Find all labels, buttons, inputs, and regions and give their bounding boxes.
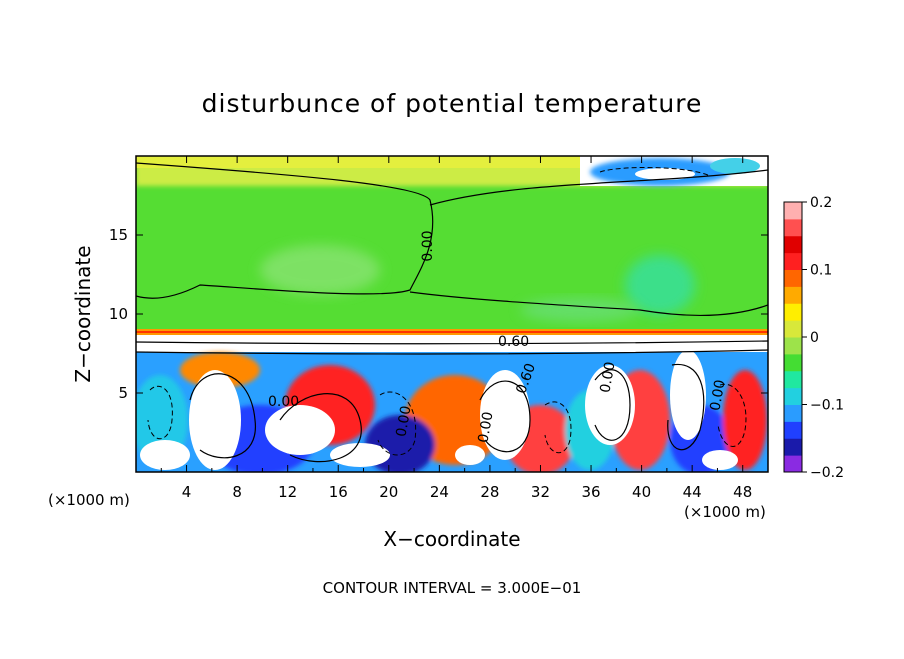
- colorbar-tick-label: 0.1: [810, 263, 832, 279]
- colorbar-swatch: [784, 202, 802, 220]
- x-tick-label: 32: [531, 483, 550, 501]
- chart-title: disturbunce of potential temperature: [202, 89, 703, 118]
- y-axis-ticks: 5 10 15: [109, 226, 768, 402]
- colorbar-swatch: [784, 370, 802, 389]
- colorbar-swatch: [784, 421, 802, 439]
- contour-label: 0.00: [420, 230, 436, 261]
- colorbar-swatch: [784, 320, 802, 338]
- colorbar-ticks: 0.2 0.1 0 −0.1 −0.2: [802, 195, 844, 481]
- colorbar-swatch: [784, 353, 802, 372]
- colorbar-tick-label: 0.2: [810, 195, 832, 211]
- contour-label: 0.00: [393, 405, 414, 438]
- x-tick-label: 16: [329, 483, 348, 501]
- contour-label: 0.00: [707, 379, 728, 412]
- colorbar-swatch: [784, 303, 802, 321]
- x-tick-label: 20: [379, 483, 398, 501]
- y-unit-label: (×1000 m): [684, 503, 766, 521]
- colorbar-swatch: [784, 218, 802, 237]
- y-axis-label: Z−coordinate: [71, 245, 95, 382]
- colorbar-swatch: [784, 337, 802, 355]
- colorbar-swatch: [784, 269, 802, 287]
- x-tick-label: 28: [480, 483, 499, 501]
- x-tick-label: 36: [581, 483, 600, 501]
- x-tick-label: 8: [232, 483, 242, 501]
- colorbar: [783, 201, 803, 473]
- x-tick-label: 24: [430, 483, 449, 501]
- x-unit-label: (×1000 m): [48, 491, 130, 509]
- colorbar-tick-label: −0.1: [810, 398, 844, 414]
- colorbar-swatch: [784, 252, 802, 270]
- x-tick-label: 4: [182, 483, 192, 501]
- colorbar-swatch: [784, 404, 802, 422]
- x-tick-label: 40: [632, 483, 651, 501]
- colorbar-swatch: [784, 455, 802, 473]
- contour-label: 0.60: [498, 334, 529, 350]
- contour-interval-note: CONTOUR INTERVAL = 3.000E−01: [323, 579, 582, 597]
- contour-labels: 0.00 0.00 0.60 0.00 0.60 0.00 0.00 0.00: [268, 230, 729, 444]
- x-tick-label: 48: [733, 483, 752, 501]
- contour-label: 0.00: [597, 361, 618, 394]
- x-axis-label: X−coordinate: [383, 527, 520, 551]
- x-tick-label: 12: [278, 483, 297, 501]
- y-tick-label: 10: [109, 305, 128, 323]
- contour-label: 0.00: [268, 394, 299, 410]
- x-tick-label: 44: [683, 483, 702, 501]
- colorbar-swatch: [784, 387, 802, 405]
- y-tick-label: 15: [109, 226, 128, 244]
- colorbar-swatch: [784, 286, 802, 304]
- colorbar-swatch: [784, 438, 802, 456]
- y-tick-label: 5: [118, 384, 128, 402]
- colorbar-swatch: [784, 235, 802, 254]
- x-axis-ticks: 4 8 12 16 20 24 28 32 36 40 44 48: [160, 156, 752, 501]
- contour-label: 0.00: [475, 411, 496, 444]
- heatmap-field: [136, 156, 768, 472]
- colorbar-tick-label: 0: [810, 330, 819, 346]
- colorbar-tick-label: −0.2: [810, 465, 844, 481]
